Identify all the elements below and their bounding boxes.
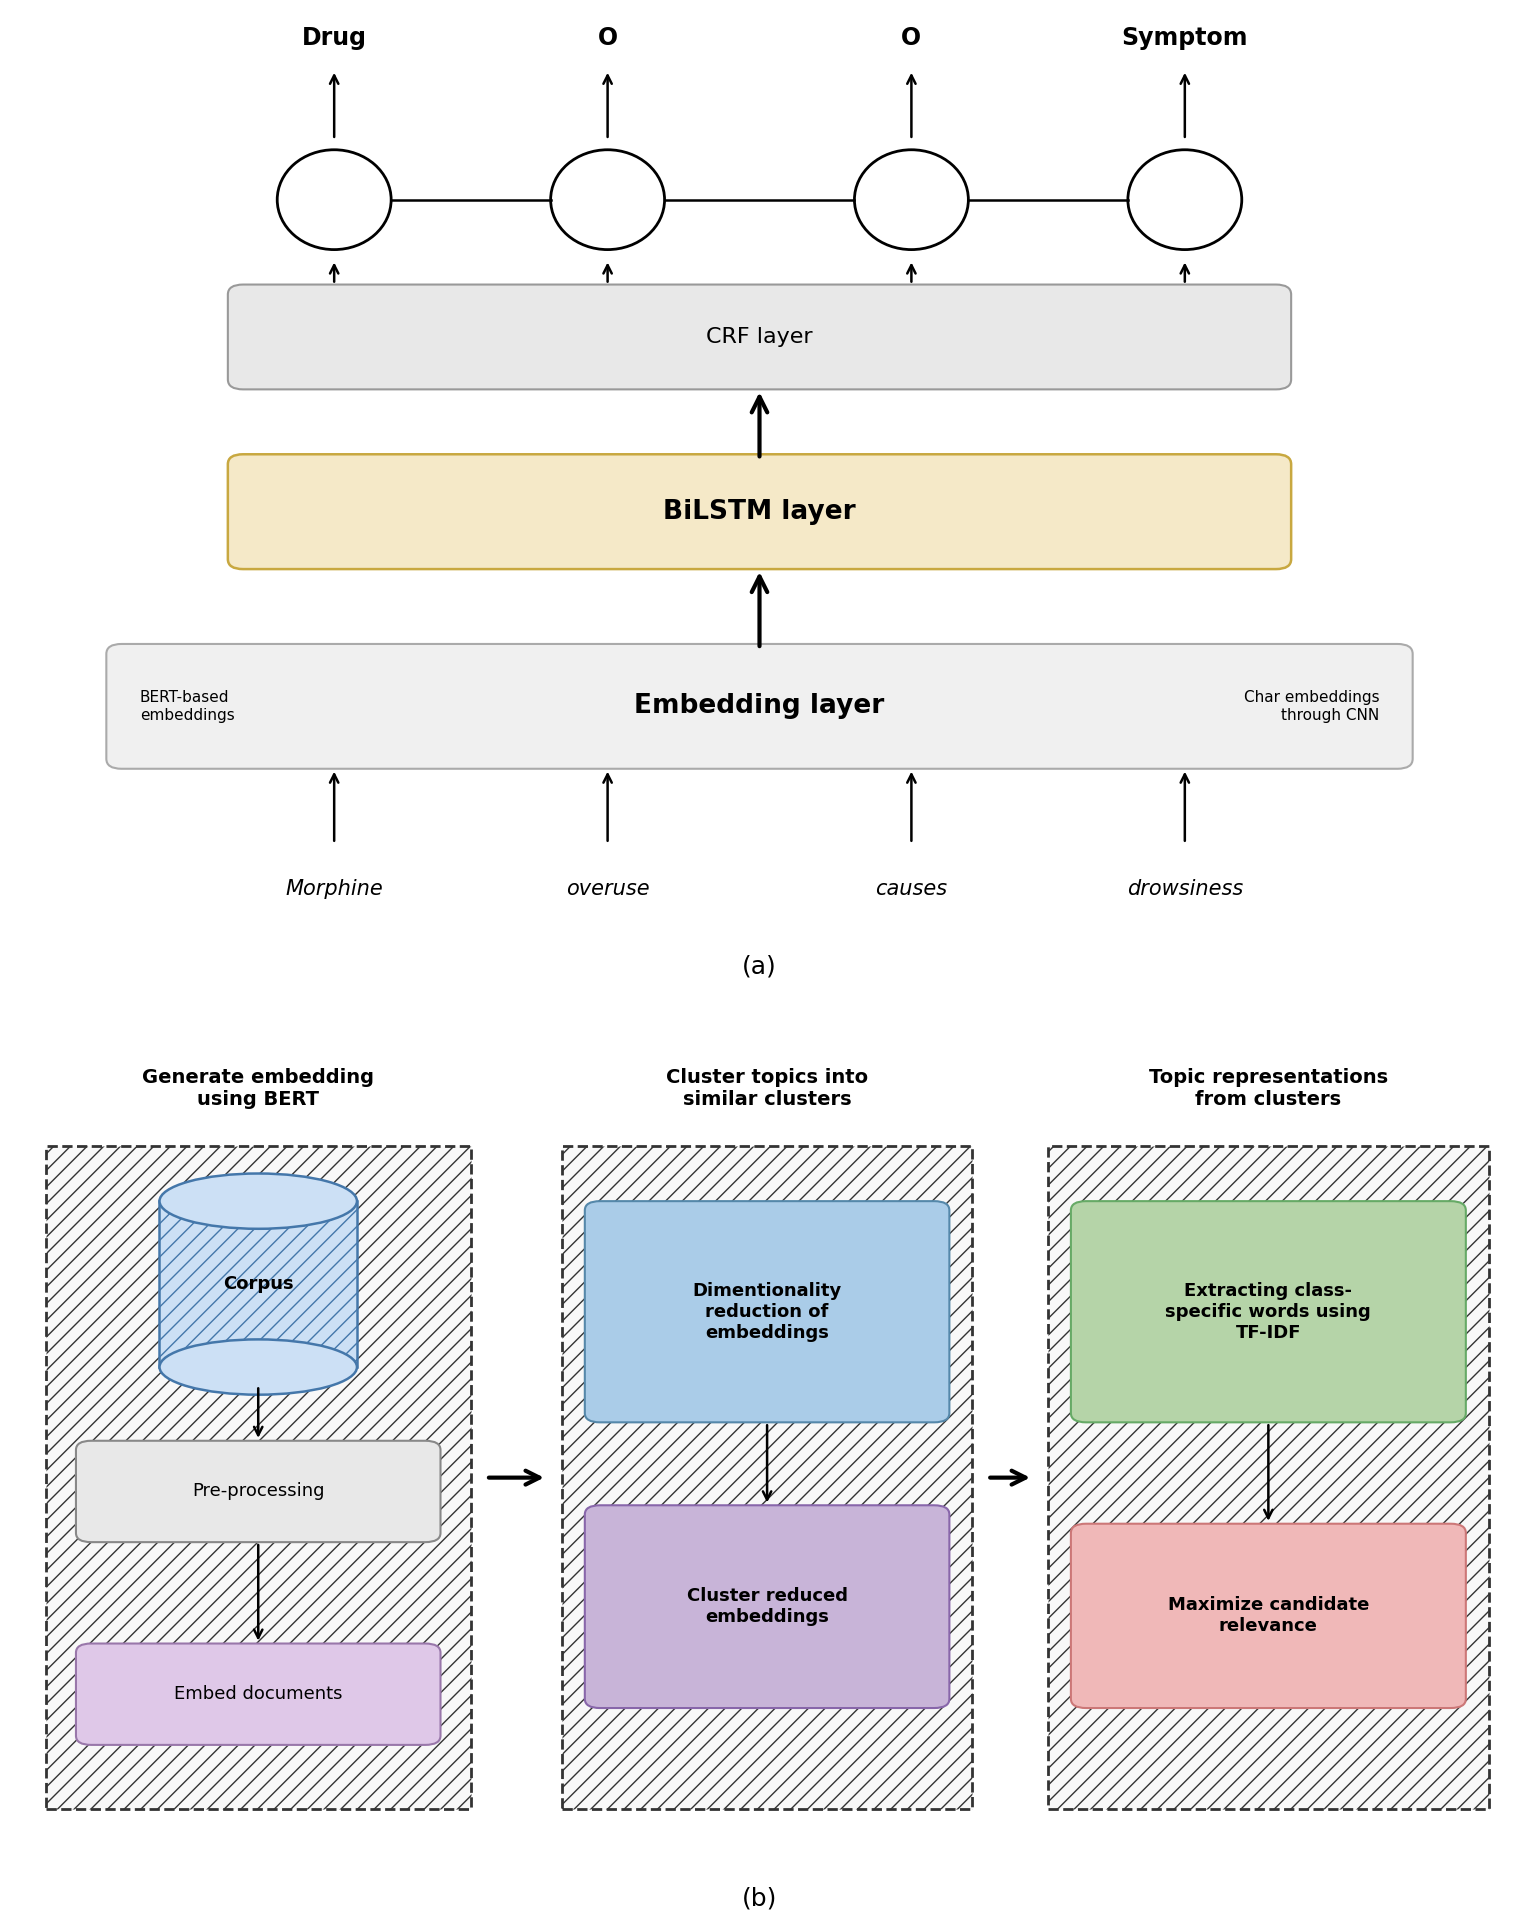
Text: Symptom: Symptom [1121,27,1249,50]
Text: (b): (b) [741,1887,778,1910]
Text: O: O [901,27,922,50]
Text: Topic representations
from clusters: Topic representations from clusters [1148,1068,1388,1110]
Text: Drug: Drug [302,27,366,50]
Text: Cluster topics into
similar clusters: Cluster topics into similar clusters [665,1068,869,1110]
Text: Corpus: Corpus [223,1275,293,1292]
Text: Generate embedding
using BERT: Generate embedding using BERT [143,1068,374,1110]
FancyBboxPatch shape [562,1146,972,1809]
Text: Dimentionality
reduction of
embeddings: Dimentionality reduction of embeddings [693,1283,842,1342]
Text: Maximize candidate
relevance: Maximize candidate relevance [1168,1596,1369,1636]
Text: (a): (a) [743,954,776,979]
Text: CRF layer: CRF layer [706,326,813,348]
Ellipse shape [159,1173,357,1229]
FancyBboxPatch shape [585,1505,949,1709]
Text: Char embeddings
through CNN: Char embeddings through CNN [1244,689,1379,722]
FancyBboxPatch shape [76,1644,441,1745]
Text: Pre-processing: Pre-processing [191,1482,325,1500]
FancyBboxPatch shape [228,455,1291,568]
Text: Morphine: Morphine [286,879,383,899]
FancyBboxPatch shape [46,1146,471,1809]
FancyBboxPatch shape [585,1202,949,1423]
Text: BERT-based
embeddings: BERT-based embeddings [140,689,234,722]
FancyBboxPatch shape [1048,1146,1489,1809]
FancyBboxPatch shape [159,1202,357,1367]
Text: Embedding layer: Embedding layer [635,693,884,720]
Text: overuse: overuse [565,879,650,899]
Text: BiLSTM layer: BiLSTM layer [664,499,855,524]
Ellipse shape [159,1340,357,1394]
Text: Cluster reduced
embeddings: Cluster reduced embeddings [687,1588,848,1626]
Text: O: O [597,27,618,50]
Text: Extracting class-
specific words using
TF-IDF: Extracting class- specific words using T… [1165,1283,1372,1342]
FancyBboxPatch shape [76,1440,441,1542]
Text: causes: causes [875,879,948,899]
Text: Embed documents: Embed documents [175,1686,342,1703]
FancyBboxPatch shape [1071,1524,1466,1709]
FancyBboxPatch shape [1071,1202,1466,1423]
FancyBboxPatch shape [106,643,1413,768]
FancyBboxPatch shape [228,284,1291,390]
Text: drowsiness: drowsiness [1127,879,1243,899]
